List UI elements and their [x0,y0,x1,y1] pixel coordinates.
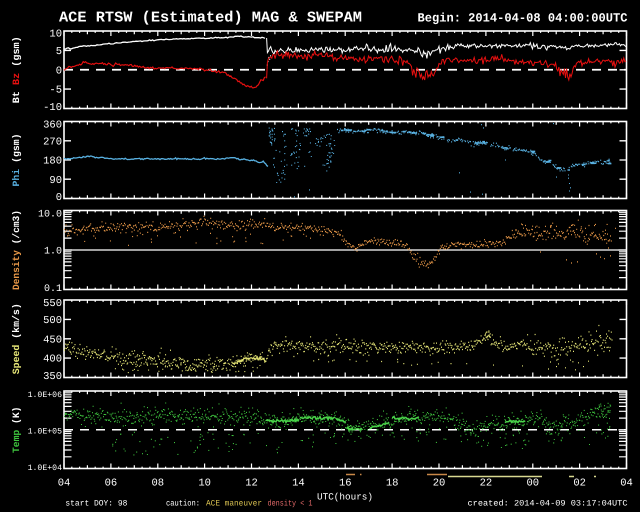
svg-text:00: 00 [526,478,539,490]
svg-text:1.0E+04: 1.0E+04 [28,464,62,473]
svg-text:500: 500 [43,315,62,327]
svg-text:0: 0 [56,65,62,77]
svg-text:-5: -5 [49,85,62,97]
svg-text:90: 90 [49,175,62,187]
svg-text:1.0: 1.0 [44,247,62,258]
svg-text:22: 22 [480,478,493,490]
svg-text:UTC(hours): UTC(hours) [317,492,373,503]
svg-text:0.1: 0.1 [44,284,62,295]
svg-text:created: 2014-04-09 03:17:04UT: created: 2014-04-09 03:17:04UTC [468,499,628,509]
svg-text:08: 08 [151,478,164,490]
svg-text:12: 12 [245,478,258,490]
svg-text:start DOY: 98: start DOY: 98 [65,500,127,509]
svg-text:Temp (K): Temp (K) [11,407,22,454]
svg-text:Begin: 2014-04-08 04:00:00UTC: Begin: 2014-04-08 04:00:00UTC [418,12,628,26]
svg-text:400: 400 [43,354,62,366]
svg-text:450: 450 [43,334,62,346]
svg-text:550: 550 [43,298,62,310]
svg-text:Bt Bz (gsm): Bt Bz (gsm) [11,36,22,103]
svg-text:1.0E+06: 1.0E+06 [28,391,62,400]
svg-text:-10: -10 [43,102,62,114]
svg-text:5: 5 [56,46,62,58]
svg-text:1.0E+05: 1.0E+05 [28,427,62,436]
svg-text:20: 20 [433,478,446,490]
svg-text:350: 350 [43,371,62,383]
svg-text:Speed (km/s): Speed (km/s) [11,303,22,374]
svg-text:360: 360 [43,120,62,132]
svg-text:04: 04 [620,478,633,490]
svg-text:Density (/cm3): Density (/cm3) [11,210,22,290]
svg-text:04: 04 [58,478,71,490]
svg-text:density < 1: density < 1 [268,499,313,509]
svg-text:10: 10 [198,478,211,490]
svg-text:10.0: 10.0 [38,210,62,221]
svg-text:270: 270 [43,136,62,148]
svg-text:06: 06 [105,478,118,490]
svg-text:02: 02 [573,478,586,490]
svg-text:0: 0 [56,192,62,204]
svg-text:16: 16 [339,478,352,490]
svg-text:ACE maneuver: ACE maneuver [206,500,262,509]
svg-text:14: 14 [292,478,305,490]
svg-text:180: 180 [43,156,62,168]
svg-text:Phi (gsm): Phi (gsm) [11,134,22,187]
svg-text:10: 10 [49,29,62,41]
svg-text:18: 18 [386,478,399,490]
svg-text:ACE RTSW (Estimated) MAG & SWE: ACE RTSW (Estimated) MAG & SWEPAM [59,10,362,27]
svg-text:caution:: caution: [166,499,200,509]
